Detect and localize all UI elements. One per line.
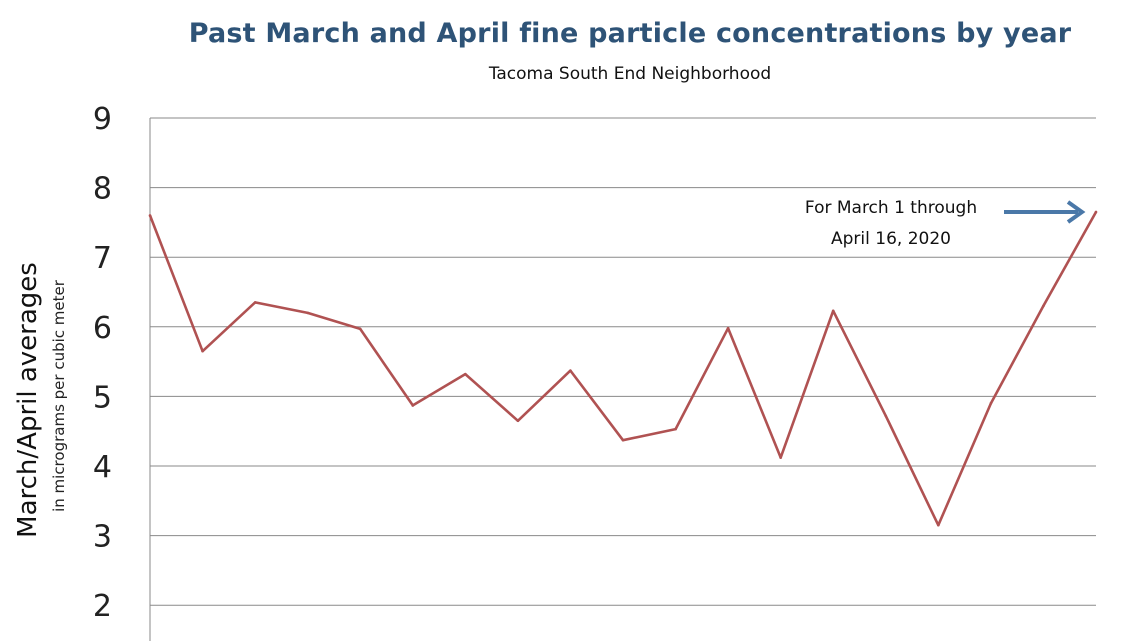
- data-point: [253, 301, 257, 304]
- y-tick-label: 5: [93, 380, 112, 415]
- data-point: [148, 214, 152, 217]
- data-point: [621, 438, 625, 442]
- y-axis-label: March/April averages: [13, 262, 43, 538]
- data-point: [306, 311, 309, 315]
- y-tick-label: 6: [93, 311, 112, 346]
- y-tick-label: 9: [93, 102, 112, 137]
- data-point: [779, 456, 782, 459]
- data-point: [937, 523, 940, 527]
- data-point: [569, 369, 572, 372]
- chart-title: Past March and April fine particle conce…: [188, 18, 1072, 49]
- y-tick-labels: 9 8 7 6 5 4 3 2: [93, 102, 112, 624]
- annotation-arrow: [1004, 200, 1086, 224]
- chart-subtitle: Tacoma South End Neighborhood: [488, 64, 772, 84]
- gridlines: [150, 117, 1096, 606]
- data-point: [1042, 304, 1045, 308]
- data-point: [1094, 210, 1098, 214]
- y-tick-label: 8: [93, 172, 112, 207]
- data-point: [989, 402, 993, 405]
- data-point: [726, 326, 730, 330]
- y-tick-label: 7: [93, 241, 112, 276]
- y-tick-label: 2: [93, 589, 112, 624]
- y-tick-label: 4: [93, 450, 112, 485]
- data-points: [148, 210, 1098, 527]
- annotation-line-2: April 16, 2020: [831, 229, 951, 249]
- data-point: [464, 372, 467, 376]
- annotation-line-1: For March 1 through: [805, 198, 977, 218]
- data-point: [516, 419, 520, 423]
- y-tick-label: 3: [93, 520, 112, 555]
- series-line: [148, 211, 1098, 527]
- data-point: [674, 427, 677, 431]
- y-axis-sublabel: in micrograms per cubic meter: [50, 279, 68, 512]
- data-point: [411, 404, 415, 407]
- data-point: [201, 349, 204, 353]
- data-point: [358, 327, 362, 331]
- data-point: [884, 414, 888, 418]
- data-point: [831, 309, 835, 313]
